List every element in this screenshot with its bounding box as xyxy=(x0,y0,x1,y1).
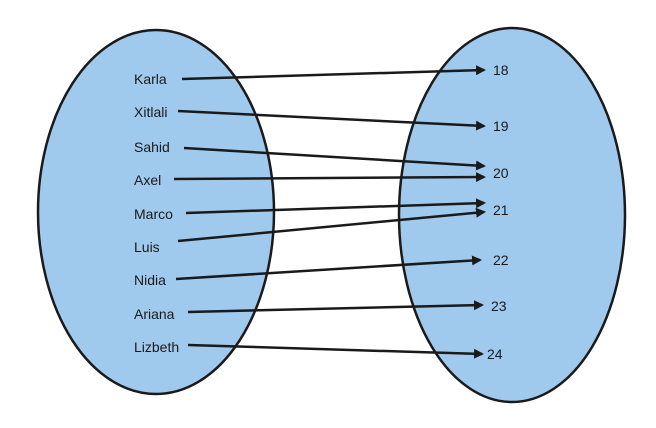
arrow-sahid-20 xyxy=(183,146,486,171)
range-value-24: 24 xyxy=(487,346,503,362)
domain-name-axel: Axel xyxy=(134,172,161,188)
domain-name-marco: Marco xyxy=(134,206,173,222)
range-value-20: 20 xyxy=(493,165,509,181)
domain-labels: Karla Xitlali Sahid Axel Marco Luis Nidi… xyxy=(134,71,179,355)
range-value-21: 21 xyxy=(493,202,509,218)
arrow-luis-21 xyxy=(177,207,486,243)
arrow-nidia-22 xyxy=(175,255,482,281)
domain-name-lizbeth: Lizbeth xyxy=(134,339,179,355)
domain-name-sahid: Sahid xyxy=(134,139,170,155)
arrow-xitlali-19 xyxy=(177,109,486,131)
domain-name-karla: Karla xyxy=(134,71,167,87)
arrow-axel-20 xyxy=(173,172,486,183)
domain-name-xitlali: Xitlali xyxy=(134,104,167,120)
range-value-23: 23 xyxy=(491,298,507,314)
range-value-19: 19 xyxy=(493,118,509,134)
domain-set-oval xyxy=(36,28,276,396)
range-set-oval xyxy=(397,26,627,404)
range-value-22: 22 xyxy=(493,252,509,268)
arrows-layer xyxy=(173,65,486,359)
arrow-ariana-23 xyxy=(187,300,484,314)
range-labels: 18 19 20 21 22 23 24 xyxy=(487,62,509,362)
range-value-18: 18 xyxy=(493,62,509,78)
arrow-lizbeth-24 xyxy=(187,343,484,359)
domain-name-luis: Luis xyxy=(134,239,160,255)
arrow-karla-18 xyxy=(181,65,486,81)
domain-name-nidia: Nidia xyxy=(134,272,166,288)
arrow-marco-21 xyxy=(185,198,486,215)
domain-name-ariana: Ariana xyxy=(134,306,175,322)
